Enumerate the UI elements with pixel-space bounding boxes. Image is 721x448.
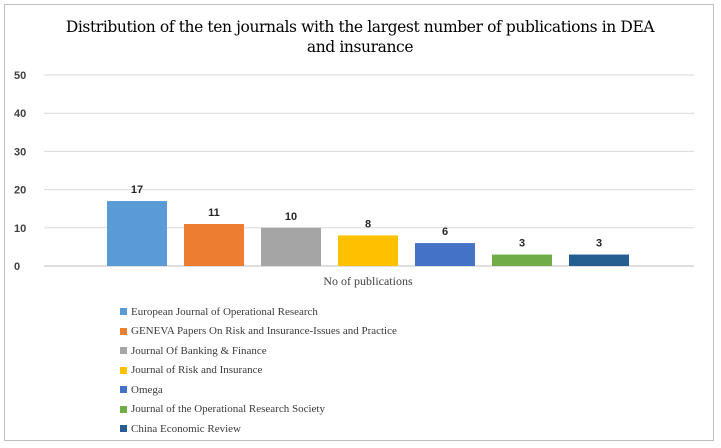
chart-title-line-1: Distribution of the ten journals with th… (65, 18, 655, 36)
y-tick-label: 50 (14, 70, 26, 82)
legend-item: GENEVA Papers On Risk and Insurance-Issu… (120, 322, 640, 342)
y-tick-label: 0 (14, 261, 20, 273)
legend-swatch (120, 308, 127, 316)
legend-item: Journal of the Operational Research Soci… (120, 400, 640, 420)
chart-title: Distribution of the ten journals with th… (60, 17, 660, 57)
legend-label: Omega (131, 383, 163, 396)
legend-swatch (120, 327, 127, 335)
y-tick-label: 10 (14, 223, 26, 235)
legend-label: Journal of Risk and Insurance (131, 364, 263, 377)
legend-swatch (120, 366, 127, 374)
bar (492, 254, 552, 266)
data-label: 3 (596, 238, 602, 250)
legend-item: European Journal of Operational Research (120, 302, 640, 322)
bar (261, 227, 321, 266)
legend-item: Journal Of Banking & Finance (120, 341, 640, 361)
data-label: 6 (442, 226, 448, 238)
y-tick-label: 20 (14, 185, 26, 197)
data-label: 10 (285, 211, 297, 223)
legend-swatch (120, 386, 127, 394)
legend-swatch (120, 347, 127, 355)
legend-label: GENEVA Papers On Risk and Insurance-Issu… (131, 325, 397, 338)
data-label: 11 (208, 207, 220, 219)
bar (415, 243, 475, 266)
y-tick-label: 30 (14, 146, 26, 158)
bar (569, 254, 629, 266)
y-tick-label: 40 (14, 108, 26, 120)
legend-swatch (120, 425, 127, 433)
x-category-label: No of publications (323, 274, 413, 288)
bar (184, 223, 244, 266)
legend-item: Journal of Risk and Insurance (120, 361, 640, 381)
legend-swatch (120, 405, 127, 413)
chart-title-line-2: and insurance (306, 38, 414, 56)
legend-label: China Economic Review (131, 422, 241, 435)
legend-label: European Journal of Operational Research (131, 305, 318, 318)
legend-label: Journal of the Operational Research Soci… (131, 403, 325, 416)
legend-item: Omega (120, 380, 640, 400)
legend-item: China Economic Review (120, 419, 640, 439)
legend-label: Journal Of Banking & Finance (131, 344, 267, 357)
bar (107, 201, 167, 266)
data-label: 8 (365, 218, 371, 230)
data-label: 3 (519, 238, 525, 250)
data-label: 17 (131, 184, 143, 196)
legend: European Journal of Operational Research… (120, 302, 640, 439)
bar (338, 235, 398, 266)
